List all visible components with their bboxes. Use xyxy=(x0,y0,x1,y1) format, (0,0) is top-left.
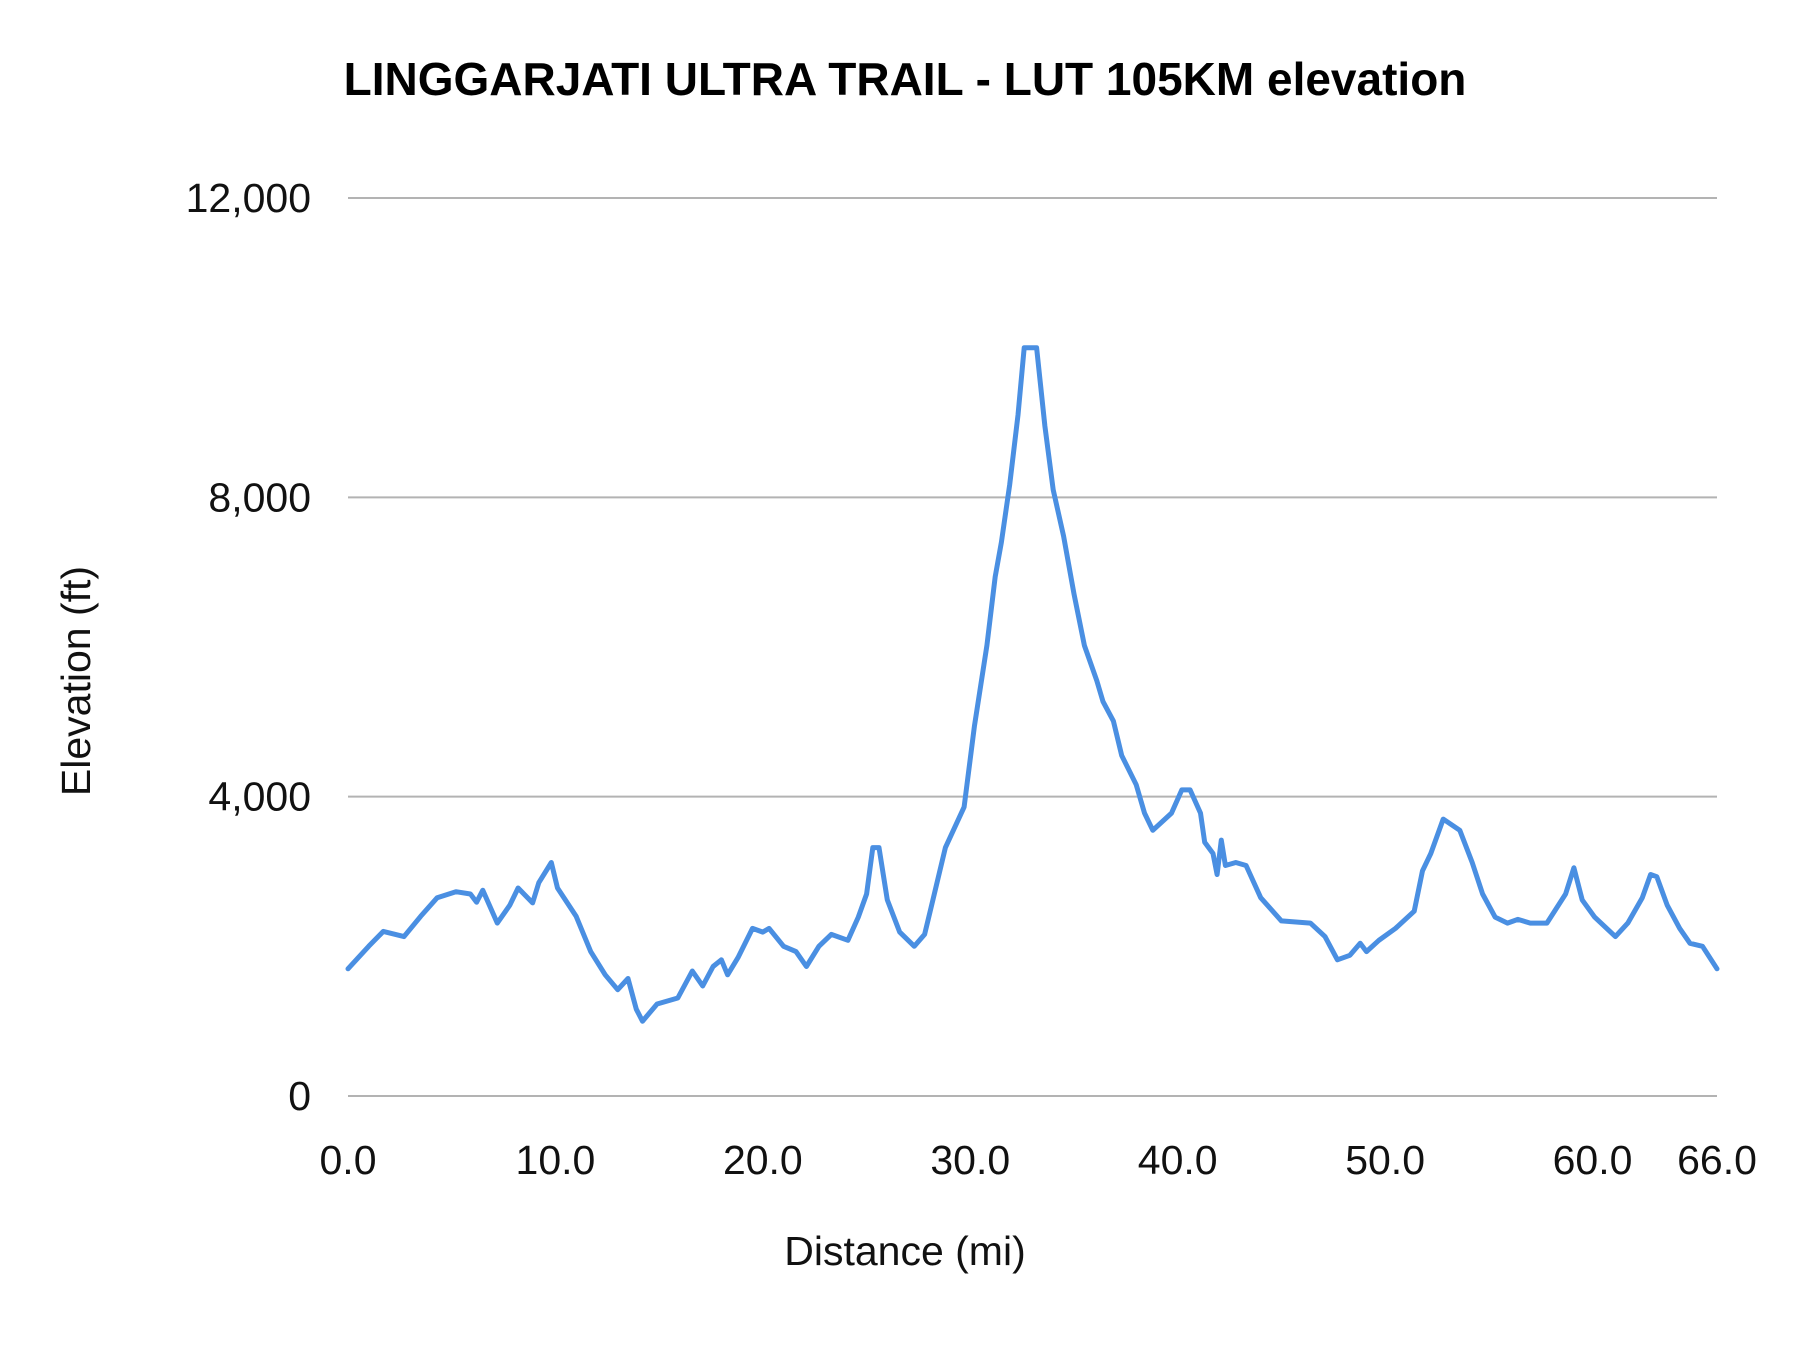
x-tick-label: 20.0 xyxy=(723,1137,803,1183)
y-tick-label: 0 xyxy=(288,1073,311,1119)
x-tick-label: 0.0 xyxy=(320,1137,377,1183)
x-tick-label: 10.0 xyxy=(516,1137,596,1183)
x-tick-label: 60.0 xyxy=(1553,1137,1633,1183)
x-tick-labels: 0.0 10.0 20.0 30.0 40.0 50.0 60.0 66.0 xyxy=(320,1137,1757,1183)
y-tick-label: 8,000 xyxy=(208,474,311,520)
y-tick-label: 12,000 xyxy=(186,175,311,221)
x-tick-label: 50.0 xyxy=(1345,1137,1425,1183)
y-axis-label: Elevation (ft) xyxy=(53,566,99,796)
gridlines xyxy=(348,197,1717,1097)
x-tick-label: 40.0 xyxy=(1138,1137,1218,1183)
elevation-line xyxy=(345,345,1720,1024)
x-tick-label: 66.0 xyxy=(1677,1137,1757,1183)
y-tick-labels: 0 4,000 8,000 12,000 xyxy=(186,175,311,1119)
x-tick-label: 30.0 xyxy=(930,1137,1010,1183)
x-axis-label: Distance (mi) xyxy=(784,1228,1025,1274)
y-tick-label: 4,000 xyxy=(208,774,311,820)
chart-title: LINGGARJATI ULTRA TRAIL - LUT 105KM elev… xyxy=(344,53,1467,105)
